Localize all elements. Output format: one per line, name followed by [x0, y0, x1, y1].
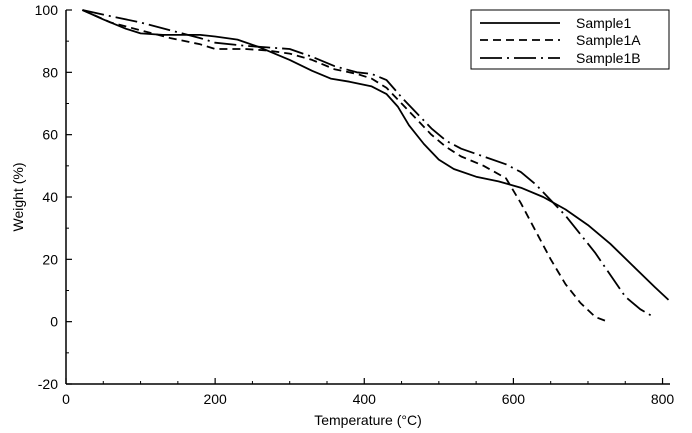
- y-tick-label: 100: [35, 2, 59, 18]
- legend-label-sample1a: Sample1A: [576, 32, 641, 48]
- series-line-sample1b: [82, 9, 655, 318]
- x-tick-label: 600: [502, 391, 526, 407]
- y-tick-label: -20: [38, 376, 58, 392]
- legend-box: [470, 9, 670, 70]
- y-tick-label: 40: [42, 189, 58, 205]
- legend: Sample1 Sample1A Sample1B: [470, 9, 670, 70]
- y-tick-label: 20: [42, 251, 58, 267]
- x-tick-label: 800: [651, 391, 675, 407]
- y-tick-label: 80: [42, 64, 58, 80]
- series-line-sample1a: [82, 9, 606, 322]
- y-tick-label: 0: [50, 314, 58, 330]
- legend-label-sample1b: Sample1B: [576, 50, 641, 66]
- x-tick-label: 200: [203, 391, 227, 407]
- legend-label-sample1: Sample1: [576, 15, 631, 31]
- y-axis-label: Weight (%): [10, 163, 26, 232]
- x-axis-label: Temperature (°C): [314, 412, 422, 428]
- y-tick-label: 60: [42, 127, 58, 143]
- x-tick-label: 400: [353, 391, 377, 407]
- series-layer: [82, 9, 670, 322]
- x-tick-label: 0: [62, 391, 70, 407]
